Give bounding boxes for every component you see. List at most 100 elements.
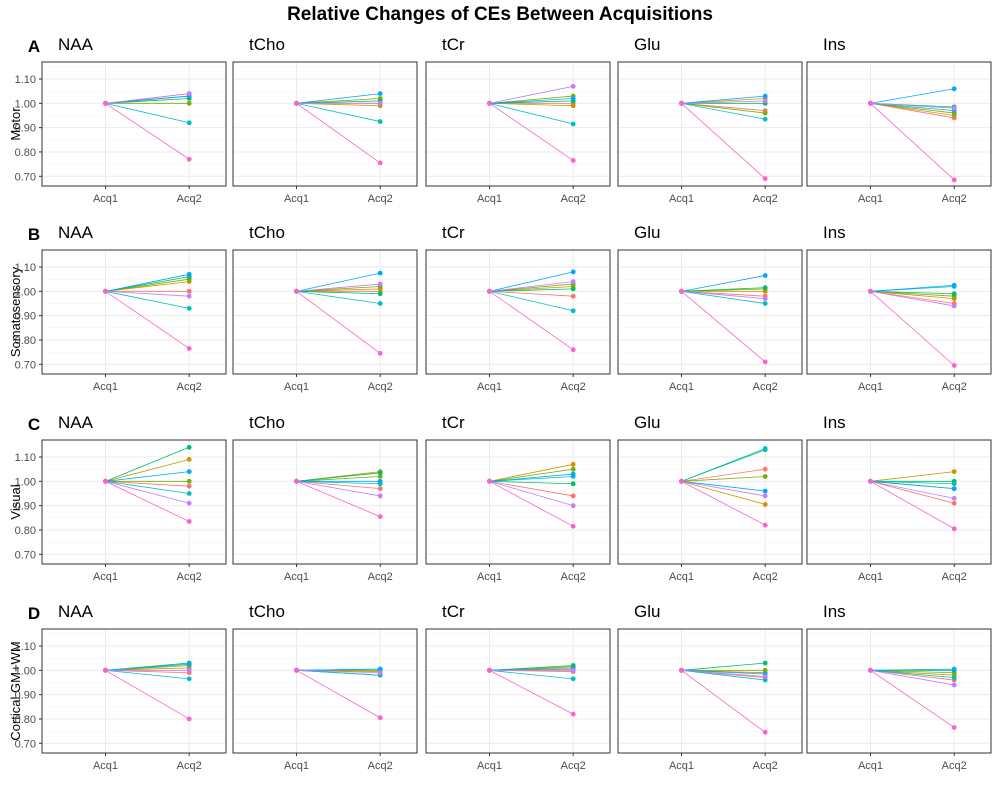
series-line [681,102,766,114]
data-point-acq2 [951,363,957,368]
panel-metabolite-label: tCr [442,223,465,242]
data-point-acq2 [377,291,383,297]
panel-metabolite-label: NAA [58,413,94,432]
y-tick-label: 0.80 [15,525,36,537]
x-tick-label: Acq2 [561,760,586,772]
series-line [870,102,955,116]
facet-panel: NAA Acq1 Acq2 [41,413,227,583]
data-point-acq2 [762,285,768,291]
data-point-acq1 [103,100,108,106]
data-point-acq1 [868,478,873,484]
data-point-acq1 [679,288,684,294]
panel-border [806,439,992,565]
data-point-acq1 [679,667,684,673]
y-tick-label: 1.00 [15,665,36,677]
data-point-acq2 [570,503,576,509]
data-point-acq2 [377,486,383,492]
panel-border [617,628,803,754]
data-point-acq2 [570,663,576,668]
data-point-acq2 [570,96,576,101]
facet-panel: tCho Acq1 Acq2 [232,602,418,772]
series-line [105,446,190,482]
data-point-acq2 [186,156,192,162]
facet-panel: tCr Acq1 Acq2 [425,602,611,772]
series-line [870,88,955,104]
data-point-acq2 [762,446,768,451]
series-line [105,471,190,482]
x-tick-label: Acq1 [858,193,883,205]
series-line [296,100,381,104]
series-line [296,669,381,674]
series-line [105,480,190,494]
facet-panel: tCr Acq1 Acq2 [425,413,611,583]
series-line [681,102,766,112]
data-point-acq2 [570,347,576,353]
x-tick-label: Acq1 [858,571,883,583]
data-point-acq2 [377,514,383,519]
facet-panel: NAA Acq1 Acq2 [41,602,227,772]
series-line [681,662,766,671]
data-point-acq2 [951,526,957,532]
data-point-acq1 [103,288,108,294]
panel-metabolite-label: Ins [823,223,846,242]
data-point-acq2 [762,273,768,278]
data-point-acq2 [762,488,768,494]
series-line [681,669,766,675]
y-tick-label: 0.80 [15,147,36,159]
x-tick-label: Acq1 [858,760,883,772]
x-tick-label: Acq1 [858,381,883,393]
data-point-acq1 [103,667,108,673]
y-tick-label: 0.70 [15,549,36,561]
panel-border [425,61,611,187]
facet-panel: Ins Acq1 Acq2 [806,413,992,583]
x-tick-label: Acq1 [669,760,694,772]
y-tick-label: 0.80 [15,714,36,726]
facet-panel: Glu Acq1 Acq2 [617,413,803,583]
y-tick-label: 1.10 [15,641,36,653]
data-point-acq2 [762,502,768,507]
data-point-acq2 [377,350,383,356]
x-tick-label: Acq1 [669,571,694,583]
series-line [489,271,574,292]
series-line [870,290,955,300]
data-point-acq2 [762,296,768,302]
data-point-acq1 [103,478,108,484]
series-line [105,290,190,297]
x-tick-label: Acq2 [753,571,778,583]
data-point-acq2 [186,91,192,97]
facet-panel: Glu Acq1 Acq2 [617,35,803,205]
y-tick-label: 0.70 [15,359,36,371]
series-line [681,98,766,104]
x-tick-label: Acq1 [93,381,118,393]
panel-metabolite-label: Glu [634,602,660,621]
row-label: Cortical GM+WM [8,641,23,740]
panel-border [806,628,992,754]
series-line [681,480,766,505]
data-point-acq1 [868,288,873,294]
x-tick-label: Acq2 [368,193,393,205]
series-line [105,663,190,671]
data-point-acq2 [570,523,576,529]
series-line [870,480,955,499]
facet-panel: Glu Acq1 Acq2 [617,223,803,393]
data-point-acq2 [377,119,383,124]
data-point-acq2 [186,483,192,489]
data-point-acq2 [186,661,192,667]
data-point-acq2 [951,682,957,688]
series-line [489,102,574,107]
x-tick-label: Acq2 [368,381,393,393]
x-tick-label: Acq2 [942,381,967,393]
data-point-acq2 [951,469,957,475]
series-line [489,473,574,482]
facet-panel: tCr Acq1 Acq2 [425,35,611,205]
series-line [489,103,574,161]
facet-row: D Cortical GM+WM0.70 0.80 0.90 1.00 1.10 NAA Ac… [8,602,992,772]
series-line [489,283,574,292]
series-line [681,287,766,292]
series-line [870,102,955,112]
panel-metabolite-label: tCr [442,35,465,54]
series-line [489,286,574,292]
series-line [296,669,381,676]
panel-border [41,61,227,187]
